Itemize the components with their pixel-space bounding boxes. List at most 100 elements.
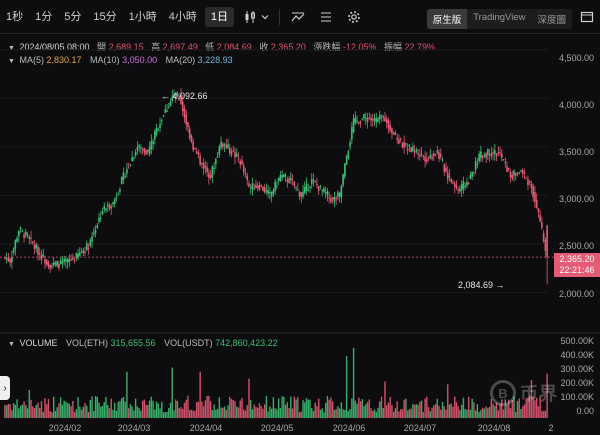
volume-bar [107, 404, 109, 418]
volume-bar [234, 400, 236, 418]
view-native[interactable]: 原生版 [426, 9, 468, 29]
candle-body [521, 170, 524, 174]
price-tick: 2,000.00 [558, 289, 594, 299]
candle-body [256, 185, 259, 188]
timeframe-5m[interactable]: 5分 [64, 10, 82, 23]
candle-body [284, 175, 287, 177]
candle-body [166, 110, 168, 113]
volume-bar [314, 402, 316, 418]
candle-body [260, 185, 262, 187]
volume-bar [21, 404, 24, 418]
volume-bar [452, 406, 454, 418]
candle-body [101, 211, 104, 215]
timeframe-4h[interactable]: 4小時 [168, 10, 197, 23]
volume-bar [293, 396, 296, 418]
dropdown-chevron-icon[interactable] [260, 8, 270, 26]
volume-bar [499, 403, 501, 418]
candle-body [476, 163, 479, 165]
settings-gear-icon[interactable] [345, 8, 363, 26]
volume-bar [373, 409, 376, 418]
ma-collapse-caret-icon[interactable]: ▼ [8, 58, 15, 65]
candle-body [94, 230, 97, 234]
candle-body [136, 147, 139, 151]
volume-bar [509, 408, 512, 418]
candle-body [420, 153, 423, 155]
volume-tick: 100.00K [560, 392, 594, 402]
volume-bar [52, 396, 55, 418]
collapse-caret-icon[interactable]: ▼ [8, 45, 15, 52]
volume-bar [379, 401, 381, 418]
volume-bar [225, 409, 228, 418]
volume-bar [462, 397, 465, 418]
volume-bar [464, 409, 466, 418]
volume-bar [300, 411, 302, 418]
volume-bar [304, 402, 306, 418]
candle-body [364, 117, 367, 119]
volume-bar [525, 398, 527, 418]
timeframe-1h[interactable]: 1小時 [128, 10, 157, 23]
candle-body [323, 188, 325, 192]
volume-bar [232, 400, 234, 418]
candle-body [450, 178, 453, 183]
candle-type-icon[interactable] [241, 8, 259, 26]
candle-body [117, 194, 120, 196]
timeframe-1m[interactable]: 1分 [35, 10, 53, 23]
volume-bar [372, 410, 374, 418]
candle-body [514, 173, 517, 176]
timeframe-1d[interactable]: 1日 [204, 6, 234, 27]
volume-bar [87, 411, 90, 418]
candle-body [406, 148, 409, 151]
volume-bar [16, 399, 18, 418]
volume-bar [216, 408, 219, 418]
candle-body [274, 181, 276, 191]
volume-bar [544, 410, 547, 418]
candle-body [140, 147, 142, 149]
candle-body [157, 129, 160, 131]
volume-bar [361, 399, 364, 418]
volume-bar [506, 404, 508, 418]
timeframe-15m[interactable]: 15分 [93, 10, 117, 23]
view-depth[interactable]: 深度圖 [537, 15, 566, 26]
volume-bar [154, 409, 156, 418]
candle-body [516, 172, 519, 174]
candle-body [159, 124, 161, 129]
candle-body [431, 156, 433, 159]
volume-bar [542, 411, 545, 418]
volume-bar [527, 397, 529, 418]
volume-bar [187, 395, 189, 418]
candle-body [73, 260, 76, 262]
volume-bar [161, 401, 163, 418]
indicators-icon[interactable] [289, 8, 307, 26]
candle-body [126, 169, 128, 174]
drawing-tools-icon[interactable] [317, 8, 335, 26]
volume-collapse-caret-icon[interactable]: ▼ [8, 341, 15, 348]
volume-label: VOLUME [19, 338, 58, 348]
volume-bar [447, 384, 449, 418]
candle-body [23, 234, 25, 238]
volume-bar [445, 409, 447, 418]
volume-bar [504, 399, 506, 418]
candle-body [227, 144, 229, 149]
scroll-left-button[interactable]: › [0, 376, 10, 400]
volume-bar [265, 395, 268, 418]
candle-body [270, 192, 273, 197]
volume-bar [215, 409, 217, 418]
window-icon[interactable] [580, 10, 596, 26]
candle-body [537, 208, 540, 212]
vol-eth-label: VOL(ETH) [65, 338, 108, 348]
volume-bar [14, 404, 17, 418]
volume-bar [274, 408, 276, 418]
candle-body [415, 149, 418, 152]
candle-body [148, 147, 151, 154]
candle-body [283, 174, 285, 178]
timeframe-1s[interactable]: 1秒 [6, 10, 24, 23]
candle-body [155, 127, 158, 135]
chart-view-switcher: 原生版 TradingView 深度圖 [426, 9, 572, 29]
candle-body [504, 162, 507, 164]
volume-bar [80, 409, 83, 418]
volume-bar [159, 408, 161, 418]
candle-body [197, 152, 200, 155]
candle-body [333, 197, 336, 202]
view-tradingview[interactable]: TradingView [473, 12, 526, 23]
